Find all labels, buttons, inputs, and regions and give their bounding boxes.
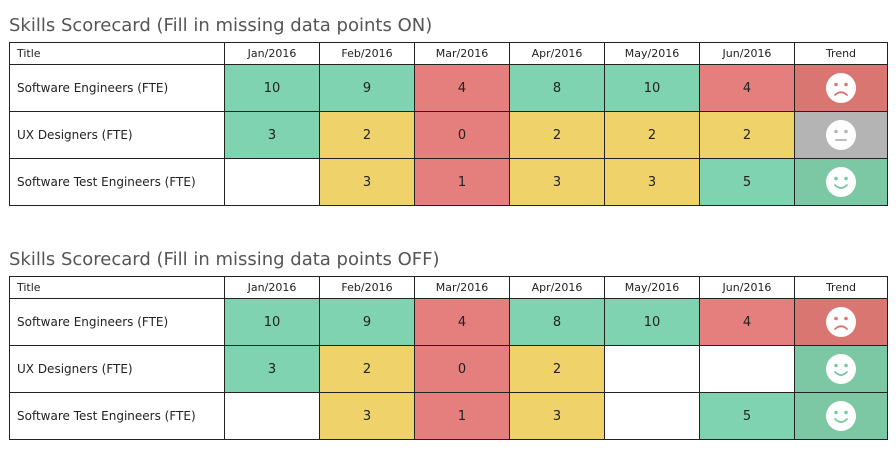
sad-face-icon [826, 73, 856, 103]
column-header-feb[interactable]: Feb/2016 [319, 276, 415, 299]
value-cell: 3 [509, 158, 605, 206]
value-cell: 1 [414, 158, 510, 206]
scorecard-fill-on: Skills Scorecard (Fill in missing data p… [9, 10, 888, 206]
value-cell: 3 [319, 392, 415, 440]
value-cell: 2 [509, 111, 605, 159]
column-header-may[interactable]: May/2016 [604, 276, 700, 299]
column-header-jan[interactable]: Jan/2016 [224, 276, 320, 299]
row-title: Software Engineers (FTE) [9, 64, 225, 112]
trend-cell [794, 345, 888, 393]
column-header-title[interactable]: Title [9, 42, 225, 65]
happy-face-icon [826, 401, 856, 431]
trend-cell [794, 392, 888, 440]
column-header-jan[interactable]: Jan/2016 [224, 42, 320, 65]
table-row: Software Engineers (FTE) 10 9 4 8 10 4 [9, 64, 888, 112]
scorecard-fill-off: Skills Scorecard (Fill in missing data p… [9, 244, 888, 440]
column-header-trend[interactable]: Trend [794, 42, 888, 65]
header-row: Title Jan/2016 Feb/2016 Mar/2016 Apr/201… [9, 276, 888, 299]
happy-face-icon [826, 354, 856, 384]
value-cell: 2 [319, 345, 415, 393]
value-cell: 10 [224, 64, 320, 112]
value-cell [604, 392, 700, 440]
value-cell: 5 [699, 392, 795, 440]
value-cell: 4 [699, 298, 795, 346]
value-cell: 4 [699, 64, 795, 112]
column-header-mar[interactable]: Mar/2016 [414, 276, 510, 299]
table-row: Software Engineers (FTE) 10 9 4 8 10 4 [9, 298, 888, 346]
trend-cell [794, 298, 888, 346]
trend-cell [794, 111, 888, 159]
column-header-jun[interactable]: Jun/2016 [699, 42, 795, 65]
value-cell: 8 [509, 64, 605, 112]
table-row: Software Test Engineers (FTE) 3 1 3 3 5 [9, 158, 888, 206]
scorecard-title: Skills Scorecard (Fill in missing data p… [9, 15, 433, 36]
table-row: UX Designers (FTE) 3 2 0 2 2 2 [9, 111, 888, 159]
value-cell: 1 [414, 392, 510, 440]
column-header-mar[interactable]: Mar/2016 [414, 42, 510, 65]
value-cell [224, 158, 320, 206]
column-header-apr[interactable]: Apr/2016 [509, 42, 605, 65]
column-header-trend[interactable]: Trend [794, 276, 888, 299]
scorecard-table: Title Jan/2016 Feb/2016 Mar/2016 Apr/201… [9, 276, 888, 440]
value-cell: 2 [509, 345, 605, 393]
value-cell: 3 [319, 158, 415, 206]
happy-face-icon [826, 167, 856, 197]
value-cell: 0 [414, 111, 510, 159]
value-cell: 10 [224, 298, 320, 346]
row-title: UX Designers (FTE) [9, 345, 225, 393]
value-cell: 2 [699, 111, 795, 159]
value-cell: 8 [509, 298, 605, 346]
value-cell: 10 [604, 64, 700, 112]
value-cell: 0 [414, 345, 510, 393]
column-header-apr[interactable]: Apr/2016 [509, 276, 605, 299]
value-cell: 4 [414, 298, 510, 346]
row-title: Software Test Engineers (FTE) [9, 158, 225, 206]
neutral-face-icon [826, 120, 856, 150]
trend-cell [794, 64, 888, 112]
value-cell: 2 [319, 111, 415, 159]
value-cell: 3 [224, 345, 320, 393]
value-cell: 2 [604, 111, 700, 159]
value-cell: 4 [414, 64, 510, 112]
column-header-may[interactable]: May/2016 [604, 42, 700, 65]
value-cell [699, 345, 795, 393]
value-cell [604, 345, 700, 393]
value-cell: 5 [699, 158, 795, 206]
sad-face-icon [826, 307, 856, 337]
row-title: Software Test Engineers (FTE) [9, 392, 225, 440]
row-title: Software Engineers (FTE) [9, 298, 225, 346]
value-cell: 3 [509, 392, 605, 440]
value-cell: 9 [319, 64, 415, 112]
header-row: Title Jan/2016 Feb/2016 Mar/2016 Apr/201… [9, 42, 888, 65]
column-header-feb[interactable]: Feb/2016 [319, 42, 415, 65]
column-header-jun[interactable]: Jun/2016 [699, 276, 795, 299]
value-cell: 10 [604, 298, 700, 346]
trend-cell [794, 158, 888, 206]
value-cell: 3 [224, 111, 320, 159]
column-header-title[interactable]: Title [9, 276, 225, 299]
value-cell: 9 [319, 298, 415, 346]
table-row: UX Designers (FTE) 3 2 0 2 [9, 345, 888, 393]
value-cell: 3 [604, 158, 700, 206]
scorecard-title: Skills Scorecard (Fill in missing data p… [9, 249, 440, 270]
row-title: UX Designers (FTE) [9, 111, 225, 159]
table-row: Software Test Engineers (FTE) 3 1 3 5 [9, 392, 888, 440]
scorecard-table: Title Jan/2016 Feb/2016 Mar/2016 Apr/201… [9, 42, 888, 206]
value-cell [224, 392, 320, 440]
